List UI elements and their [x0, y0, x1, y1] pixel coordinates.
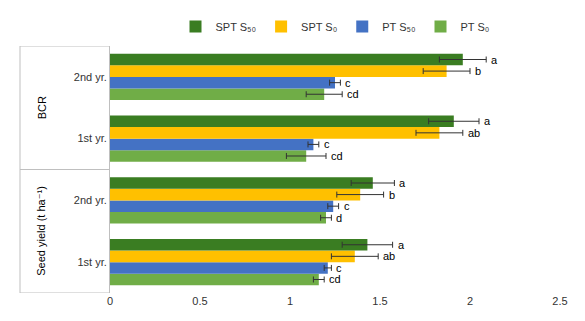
svg-text:SPT S₀: SPT S₀	[301, 21, 337, 33]
svg-text:1: 1	[287, 295, 293, 307]
svg-text:Seed yield (t ha⁻¹): Seed yield (t ha⁻¹)	[35, 186, 47, 276]
svg-text:SPT S₅₀: SPT S₅₀	[216, 21, 257, 33]
svg-text:a: a	[484, 115, 491, 127]
svg-text:c: c	[324, 138, 330, 150]
svg-text:c: c	[336, 262, 342, 274]
svg-text:PT S₀: PT S₀	[461, 21, 490, 33]
svg-text:c: c	[344, 200, 350, 212]
svg-text:d: d	[336, 212, 342, 224]
svg-text:PT S₅₀: PT S₅₀	[382, 21, 415, 33]
svg-text:BCR: BCR	[36, 96, 48, 119]
svg-text:c: c	[345, 77, 351, 89]
svg-text:cd: cd	[329, 273, 341, 285]
svg-text:cd: cd	[331, 150, 343, 162]
svg-text:ab: ab	[468, 127, 480, 139]
svg-text:a: a	[399, 177, 406, 189]
svg-text:1.5: 1.5	[372, 295, 387, 307]
svg-text:a: a	[398, 239, 405, 251]
svg-text:1st yr.: 1st yr.	[77, 256, 106, 268]
svg-text:cd: cd	[347, 88, 359, 100]
svg-text:0: 0	[107, 295, 113, 307]
svg-text:ab: ab	[383, 250, 395, 262]
svg-text:2nd yr.: 2nd yr.	[74, 194, 107, 206]
svg-text:1st yr.: 1st yr.	[77, 132, 106, 144]
svg-text:2.5: 2.5	[552, 295, 567, 307]
svg-text:a: a	[491, 54, 498, 66]
svg-text:0.5: 0.5	[192, 295, 207, 307]
svg-text:b: b	[389, 189, 395, 201]
svg-text:b: b	[475, 65, 481, 77]
svg-text:2nd yr.: 2nd yr.	[74, 71, 107, 83]
svg-text:2: 2	[467, 295, 473, 307]
